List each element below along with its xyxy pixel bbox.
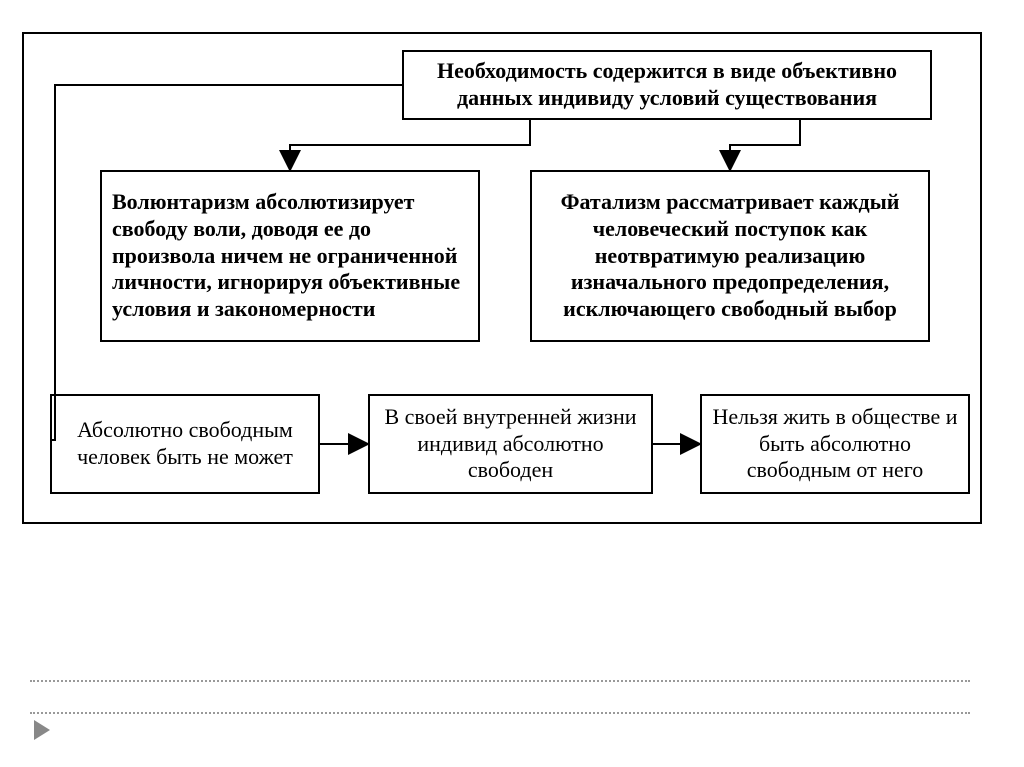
node-bottom-2: В своей внутренней жизни индивид абсолют… bbox=[368, 394, 653, 494]
node-voluntarism: Волюнтаризм абсолютизирует свободу воли,… bbox=[100, 170, 480, 342]
node-fatalism-text: Фатализм рассматривает каждый человеческ… bbox=[542, 189, 918, 323]
dotted-rule-1 bbox=[30, 680, 970, 682]
node-top: Необходимость содержится в виде объектив… bbox=[402, 50, 932, 120]
dotted-rule-2 bbox=[30, 712, 970, 714]
node-voluntarism-text: Волюнтаризм абсолютизирует свободу воли,… bbox=[112, 189, 468, 323]
node-top-text: Необходимость содержится в виде объектив… bbox=[414, 58, 920, 112]
node-bottom-1: Абсолютно свободным человек быть не може… bbox=[50, 394, 320, 494]
node-bottom-1-text: Абсолютно свободным человек быть не може… bbox=[62, 417, 308, 471]
node-bottom-3: Нельзя жить в обществе и быть абсолютно … bbox=[700, 394, 970, 494]
node-bottom-2-text: В своей внутренней жизни индивид абсолют… bbox=[380, 404, 641, 484]
slide-next-chevron[interactable] bbox=[34, 720, 50, 740]
node-fatalism: Фатализм рассматривает каждый человеческ… bbox=[530, 170, 930, 342]
node-bottom-3-text: Нельзя жить в обществе и быть абсолютно … bbox=[712, 404, 958, 484]
